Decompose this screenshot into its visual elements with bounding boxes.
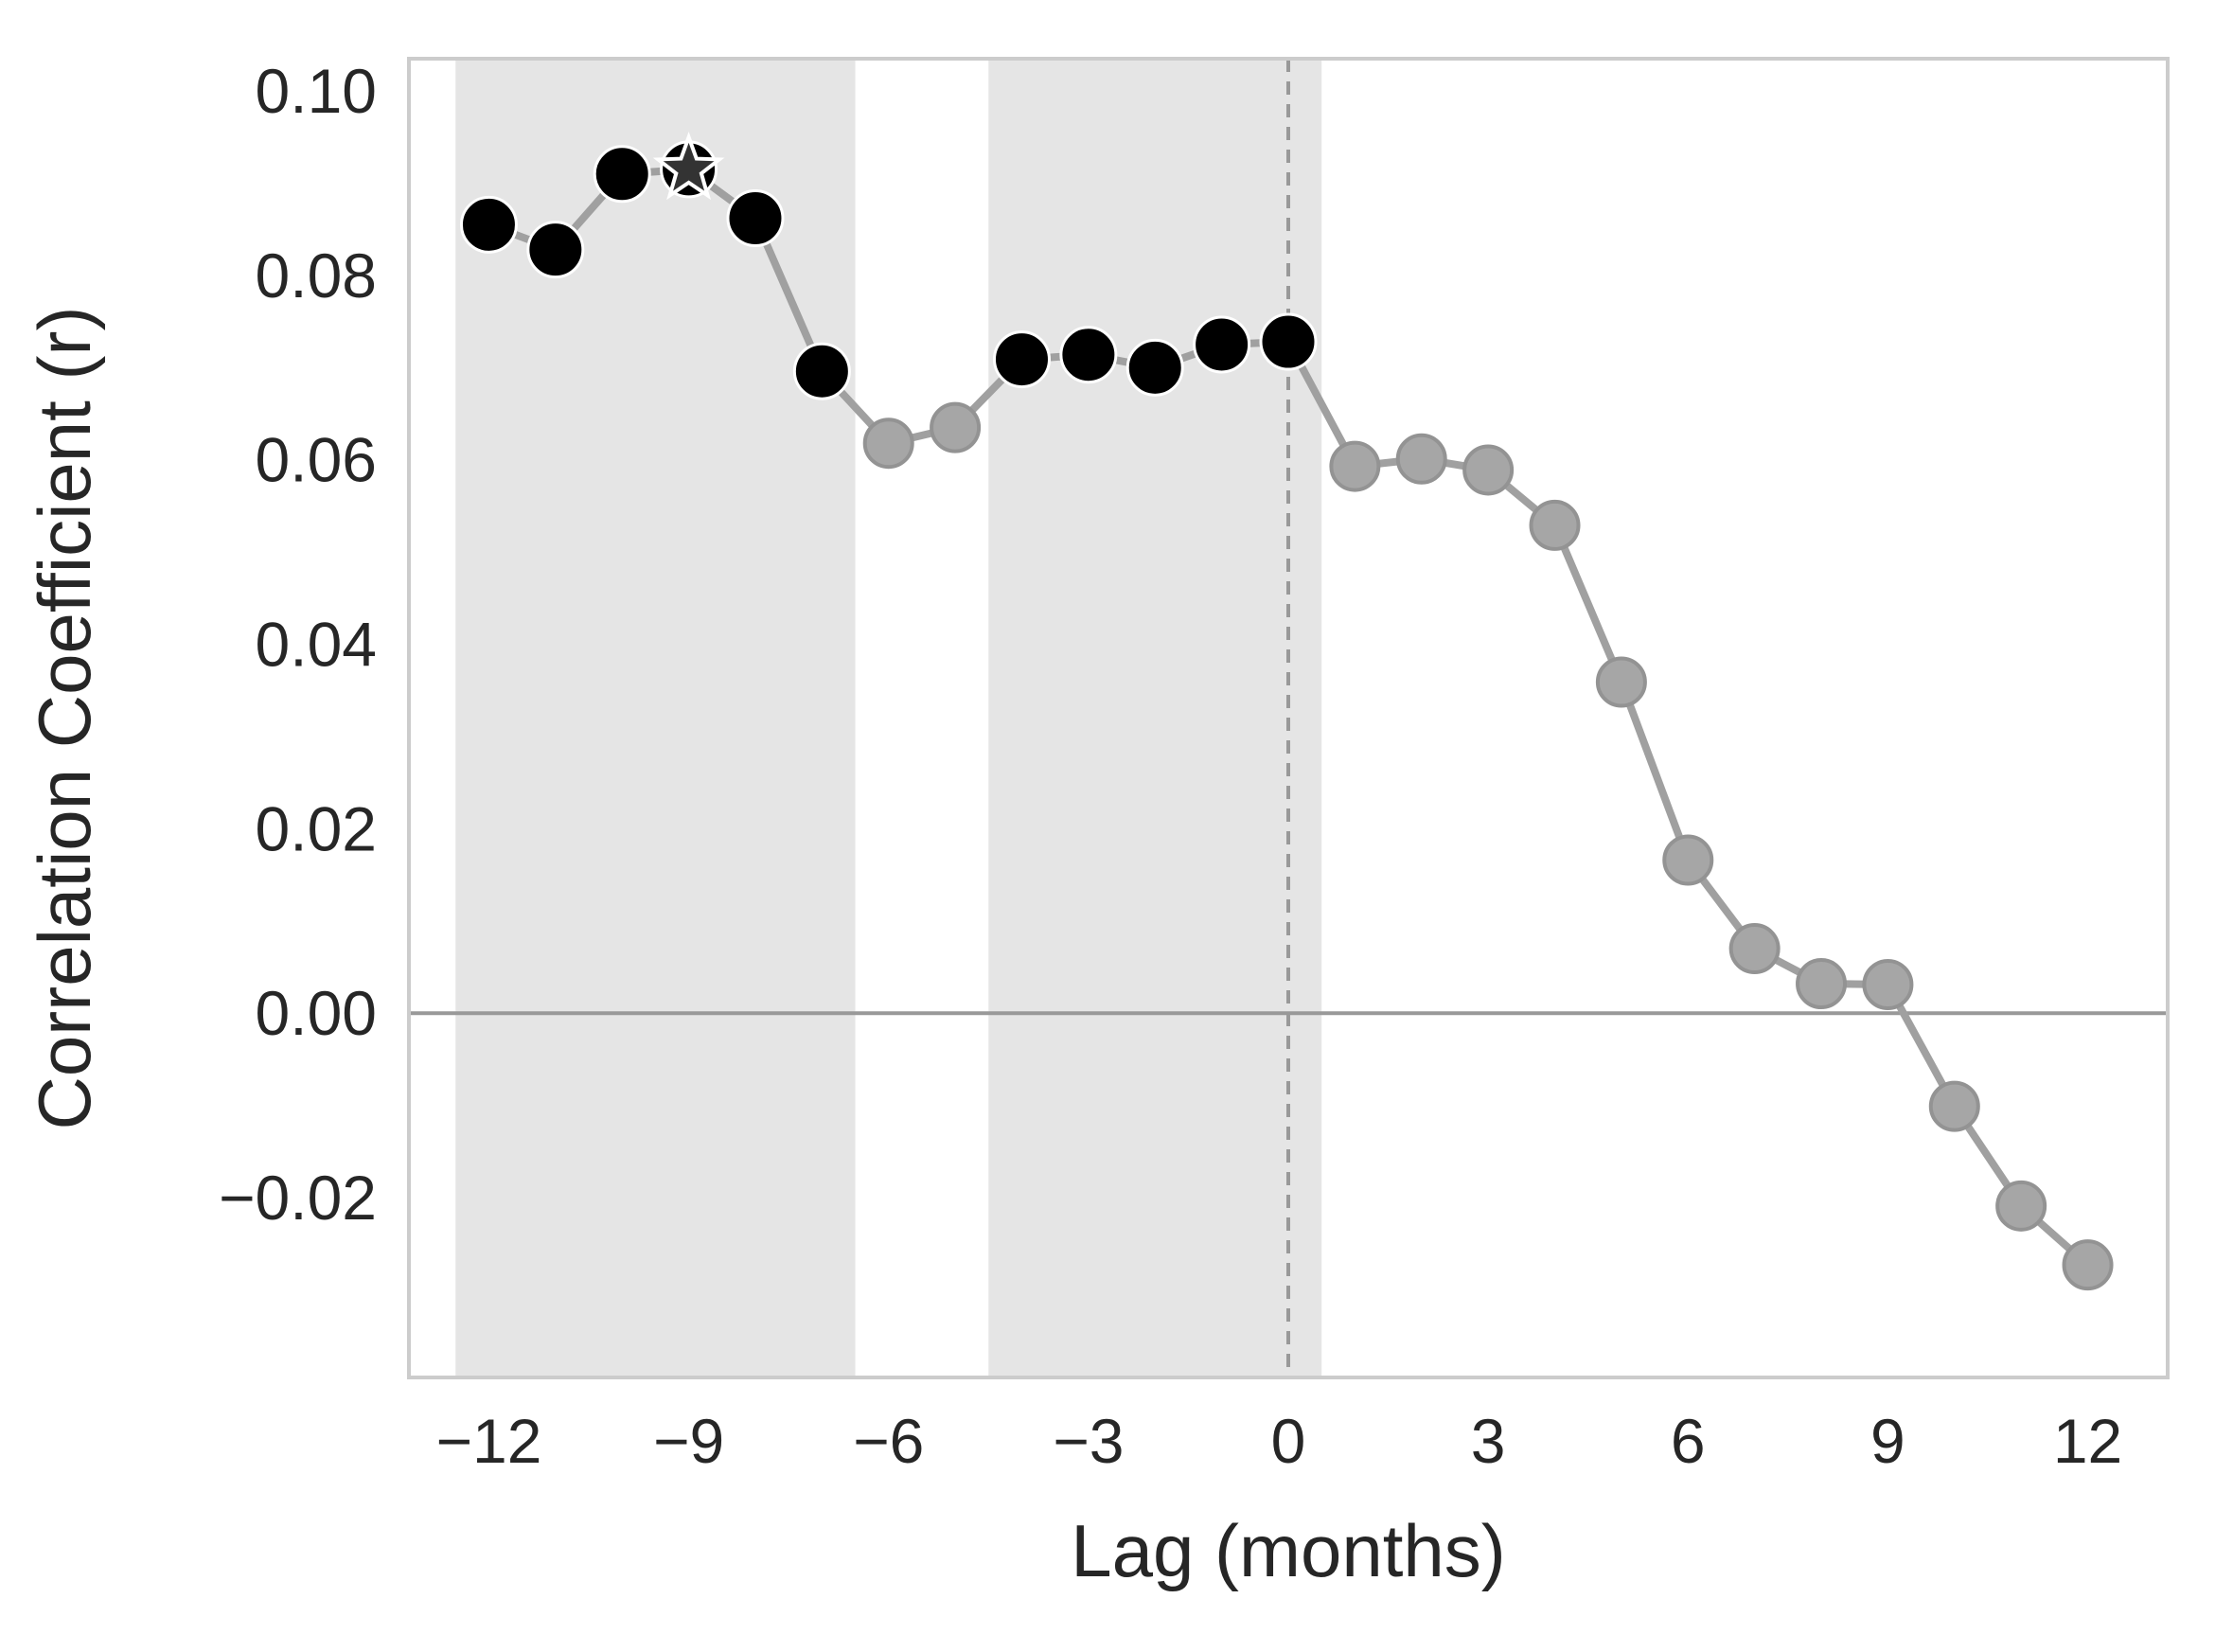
- shaded-regions: [455, 59, 1322, 1377]
- data-point-nonsignificant: [1462, 444, 1515, 496]
- y-axis-title: Correlation Coefficient (r): [23, 307, 106, 1130]
- shaded-region-2: [988, 59, 1322, 1377]
- data-point-significant: [593, 145, 651, 204]
- axes-frame-rect: [407, 57, 2170, 1379]
- shaded-region-1: [455, 59, 856, 1377]
- data-point-nonsignificant: [1796, 958, 1848, 1010]
- data-point-significant: [1193, 315, 1251, 374]
- y-tick-label: 0.04: [256, 610, 377, 680]
- data-point-significant: [1259, 312, 1318, 371]
- data-point-significant: [1059, 326, 1118, 384]
- data-point-nonsignificant: [1995, 1180, 2047, 1232]
- data-point-nonsignificant: [1928, 1080, 1980, 1132]
- data-point-nonsignificant: [1529, 499, 1581, 551]
- x-tick-label: −12: [435, 1406, 541, 1476]
- peak-star-marker: [652, 132, 725, 201]
- x-tick-label: 9: [1870, 1406, 1905, 1476]
- y-tick-label: 0.02: [256, 793, 377, 863]
- data-point-significant: [526, 221, 585, 279]
- data-points: [459, 140, 2114, 1291]
- y-tick-label: 0.00: [256, 978, 377, 1048]
- x-tick-label: −3: [1053, 1406, 1124, 1476]
- x-tick-label: 0: [1271, 1406, 1306, 1476]
- data-point-significant: [792, 342, 851, 400]
- peak-marker-group: [652, 132, 725, 201]
- x-tick-label: 6: [1671, 1406, 1706, 1476]
- y-tick-label: 0.06: [256, 425, 377, 495]
- x-tick-label: −9: [653, 1406, 724, 1476]
- x-tick-labels: −12 −9 −6 −3 0 3 6 9 12: [435, 1406, 2122, 1476]
- data-point-significant: [726, 189, 785, 248]
- y-tick-labels: −0.02 0.00 0.02 0.04 0.06 0.08 0.10: [219, 56, 377, 1233]
- data-point-significant: [1125, 338, 1184, 397]
- x-tick-label: 3: [1471, 1406, 1506, 1476]
- data-point-nonsignificant: [930, 401, 982, 453]
- data-point-nonsignificant: [1329, 440, 1381, 492]
- x-axis-title: Lag (months): [1071, 1509, 1506, 1592]
- data-point-nonsignificant: [2062, 1239, 2114, 1291]
- y-tick-label: 0.10: [256, 56, 377, 126]
- data-point-nonsignificant: [862, 417, 914, 470]
- data-point-nonsignificant: [1595, 656, 1647, 708]
- data-point-nonsignificant: [1395, 433, 1447, 485]
- y-tick-label: 0.08: [256, 240, 377, 311]
- data-point-nonsignificant: [1728, 923, 1781, 975]
- y-tick-label: −0.02: [219, 1163, 377, 1233]
- data-point-significant: [459, 195, 518, 254]
- data-point-nonsignificant: [1862, 959, 1914, 1011]
- x-tick-label: −6: [853, 1406, 924, 1476]
- reference-lines: [409, 59, 2168, 1377]
- x-tick-label: 12: [2053, 1406, 2122, 1476]
- axes-frame: [407, 57, 2170, 1379]
- data-point-nonsignificant: [1662, 834, 1714, 886]
- data-point-significant: [992, 330, 1051, 389]
